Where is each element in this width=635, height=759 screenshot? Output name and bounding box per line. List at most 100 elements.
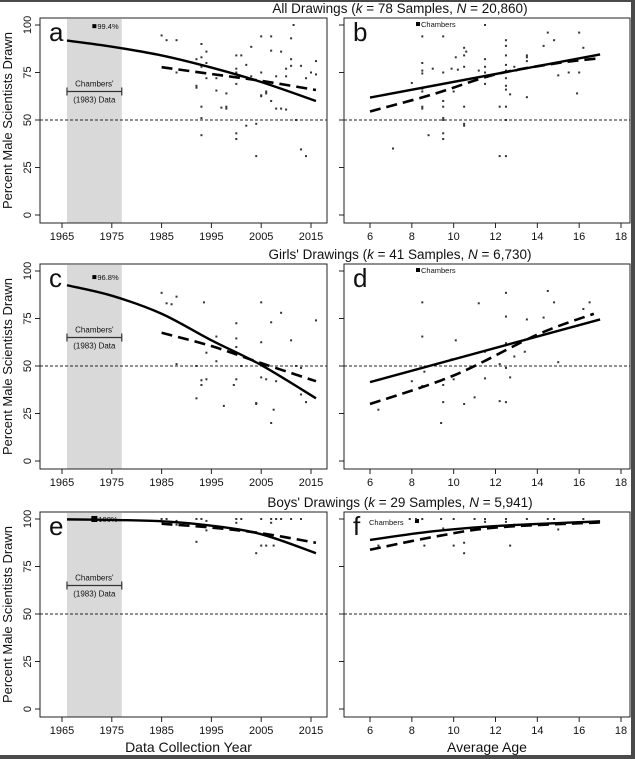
chambers-label-line2: (1983) Data <box>73 96 116 105</box>
data-point <box>504 155 507 158</box>
chambers-label-line1: Chambers' <box>75 326 114 335</box>
data-point <box>285 108 288 111</box>
data-point <box>423 370 426 373</box>
figure-top-border <box>0 0 635 2</box>
data-point <box>463 46 466 49</box>
data-point <box>463 65 466 68</box>
data-point <box>165 302 168 305</box>
x-tick-label: 1965 <box>50 477 74 489</box>
data-point <box>504 77 507 80</box>
data-point <box>498 155 501 158</box>
data-point <box>260 35 263 38</box>
data-point <box>265 378 268 381</box>
figure-bottom-border <box>0 755 635 759</box>
data-point <box>260 301 263 304</box>
data-point <box>484 65 487 68</box>
y-tick-label: 75 <box>22 66 34 78</box>
data-point <box>232 384 235 386</box>
x-tick-label: 10 <box>448 477 460 489</box>
x-tick-label: 18 <box>615 477 627 489</box>
data-point <box>525 518 528 520</box>
data-point <box>205 519 208 522</box>
data-point <box>576 92 579 95</box>
y-tick-label: 100 <box>22 262 34 280</box>
data-point <box>525 60 528 63</box>
data-point <box>498 363 501 366</box>
data-point <box>452 378 455 381</box>
data-point <box>525 56 528 59</box>
data-point <box>408 518 411 520</box>
data-point <box>225 92 228 95</box>
data-point <box>195 518 198 520</box>
data-point <box>250 45 253 48</box>
x-tick-label: 1985 <box>149 231 173 243</box>
data-point <box>442 132 445 135</box>
dashed-trend-line <box>369 56 601 113</box>
data-point <box>504 88 507 91</box>
x-tick-label: 18 <box>615 725 627 737</box>
data-point <box>421 72 424 75</box>
x-tick-label: 1965 <box>50 231 74 243</box>
x-tick-label: 1975 <box>100 477 124 489</box>
data-point <box>205 50 208 53</box>
data-point <box>290 339 293 342</box>
data-point <box>195 58 198 61</box>
data-point <box>525 96 528 99</box>
panel-letter: f <box>353 511 361 541</box>
data-point <box>504 518 507 520</box>
data-point <box>200 56 203 59</box>
title-part: = 29 Samples, <box>375 495 469 510</box>
data-point <box>200 43 203 45</box>
data-point <box>421 335 424 338</box>
data-point <box>421 518 424 520</box>
x-tick-label: 18 <box>615 231 627 243</box>
x-tick-label: 16 <box>573 725 585 737</box>
x-tick-label: 10 <box>448 231 460 243</box>
data-point <box>300 64 303 67</box>
y-tick-label: 100 <box>22 16 34 34</box>
data-point <box>175 363 178 366</box>
x-tick-label: 12 <box>489 477 501 489</box>
data-point <box>410 380 413 383</box>
dashed-trend-line <box>369 312 595 406</box>
data-point <box>421 69 424 72</box>
data-point <box>452 518 455 520</box>
data-point <box>175 519 178 522</box>
data-point <box>314 319 317 322</box>
data-point <box>200 105 203 108</box>
data-point <box>504 39 507 42</box>
data-point <box>222 404 225 407</box>
data-point <box>421 105 424 108</box>
data-point <box>280 107 283 110</box>
x-tick-label: 2005 <box>249 231 273 243</box>
panel-a: 0 25 50 75 100 1965 1975 1985 1995 2005 2015 a Chamb… <box>0 16 328 243</box>
data-point <box>255 122 258 125</box>
chambers-legend-marker <box>415 519 419 523</box>
title-part: = 41 Samples, <box>374 247 468 262</box>
data-point <box>255 552 258 555</box>
data-point <box>200 384 203 386</box>
data-point <box>175 71 178 74</box>
panel-letter: c <box>49 263 62 293</box>
x-tick-label: 6 <box>367 725 373 737</box>
title-part: k <box>367 247 375 262</box>
data-point <box>415 518 418 520</box>
data-point <box>484 520 487 523</box>
x-tick-label: 1995 <box>199 231 223 243</box>
solid-trend-line <box>369 53 601 99</box>
chambers-point <box>92 275 97 280</box>
data-point <box>160 518 163 520</box>
data-point <box>235 322 238 325</box>
x-tick-label: 12 <box>489 231 501 243</box>
data-point <box>421 107 424 110</box>
data-point <box>553 39 556 42</box>
data-point <box>225 105 228 108</box>
data-point <box>504 84 507 87</box>
panel-f: 6 8 10 12 14 16 18 f Chambers Average Age <box>339 511 631 755</box>
data-point <box>442 527 445 530</box>
data-point <box>265 92 268 95</box>
chambers-legend-marker <box>416 22 420 26</box>
data-point <box>484 24 487 26</box>
solid-trend-line <box>369 520 601 542</box>
y-tick-label: 50 <box>22 360 34 372</box>
